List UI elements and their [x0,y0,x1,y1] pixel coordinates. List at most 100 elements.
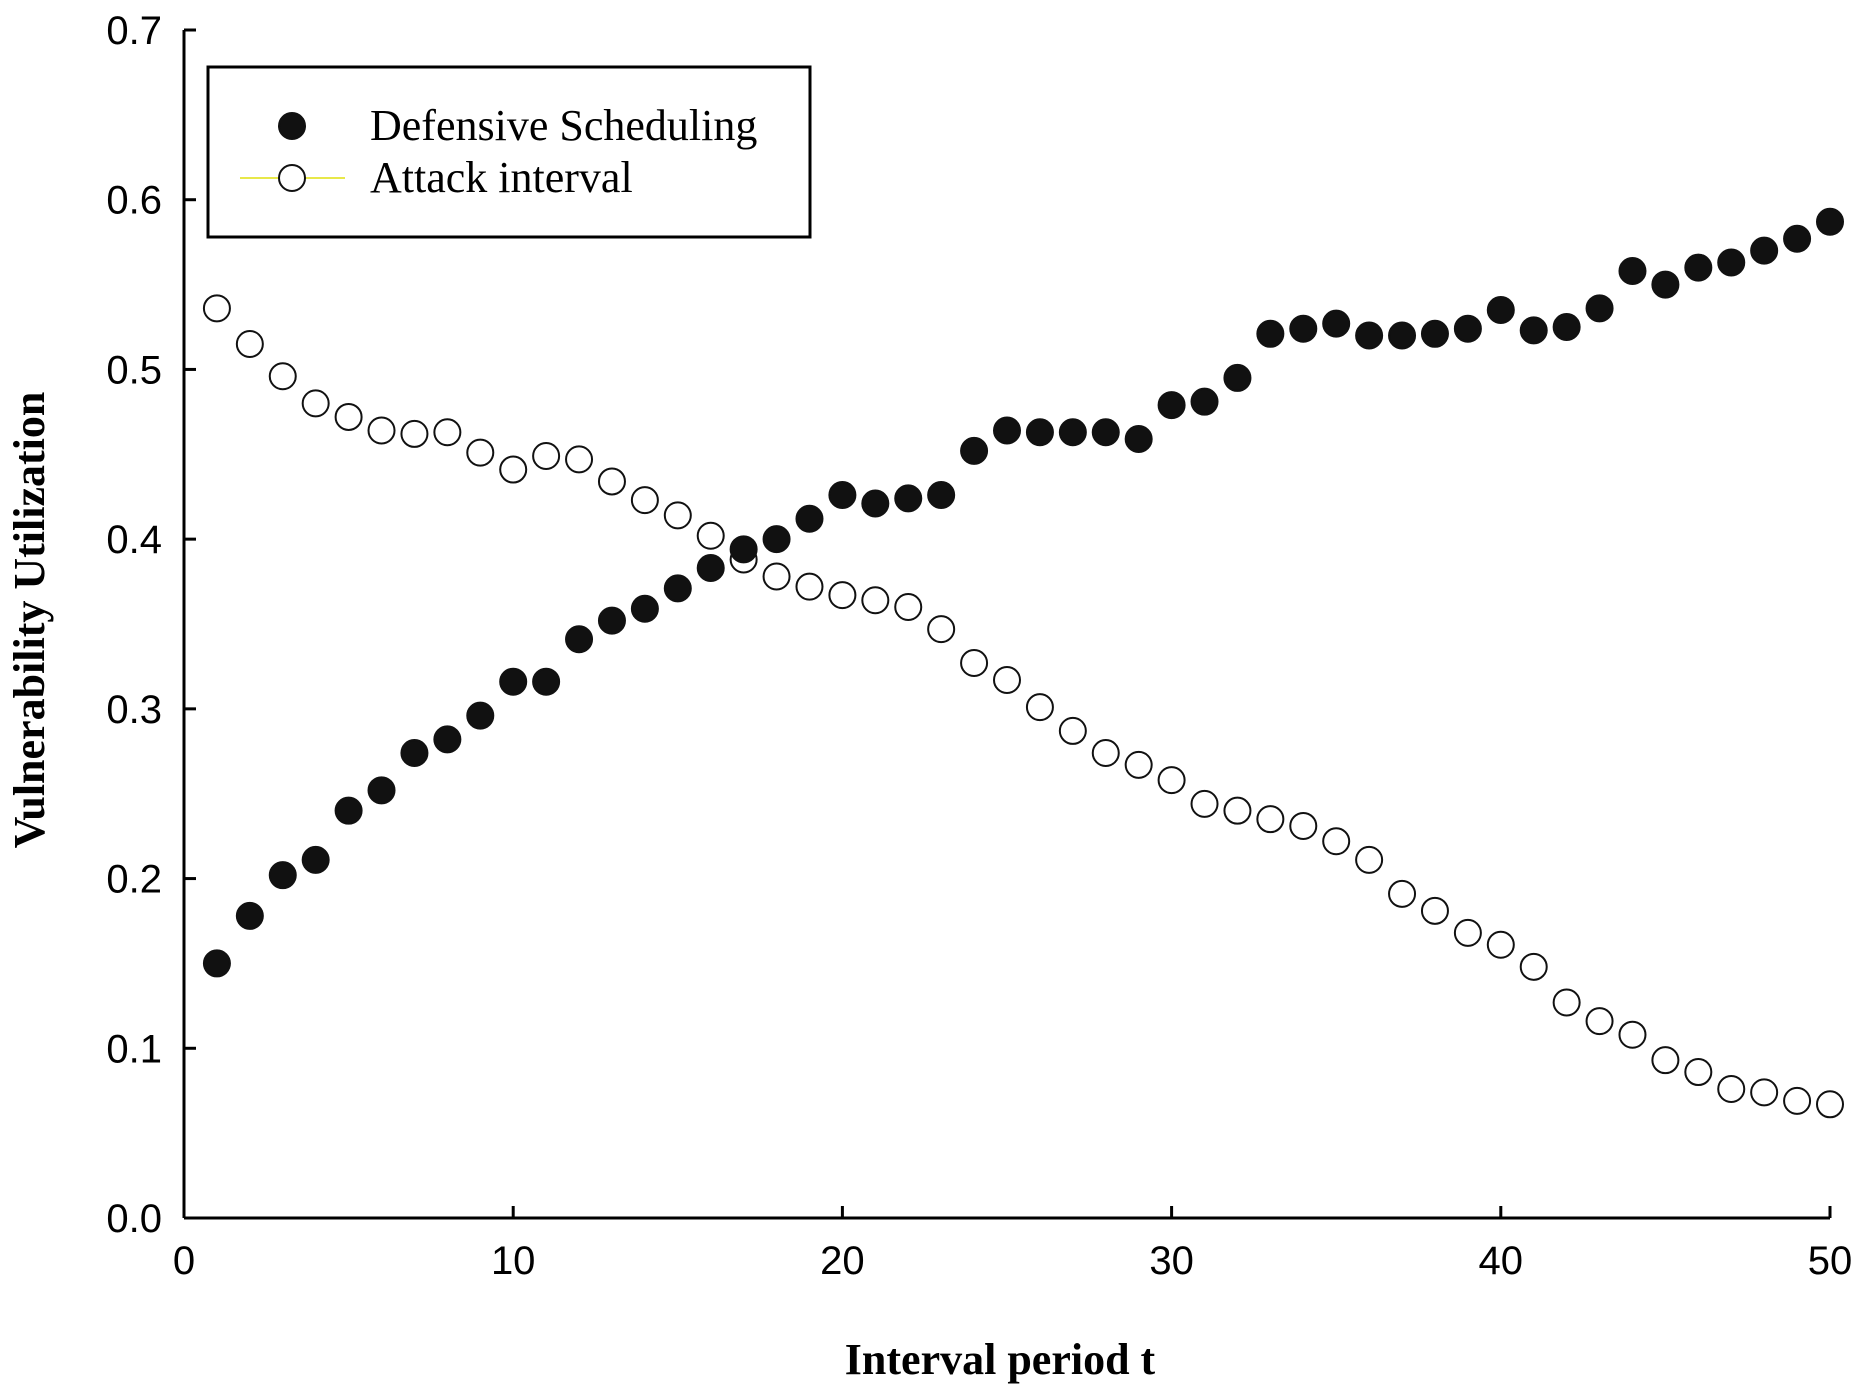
defensive-scheduling-point [301,845,330,874]
defensive-scheduling-point [1750,236,1779,265]
attack-interval-point [663,501,692,530]
attack-interval-point [1322,827,1351,856]
defensive-scheduling-point [400,738,429,767]
attack-interval-point [927,615,956,644]
defensive-scheduling-point [1420,319,1449,348]
x-tick-label: 30 [1149,1239,1194,1283]
defensive-scheduling-point [499,667,528,696]
legend-marker-defensive-scheduling [278,112,306,140]
defensive-scheduling-point [1190,387,1219,416]
attack-interval-point [301,389,330,418]
defensive-scheduling-point [795,504,824,533]
attack-interval-point [202,294,231,323]
attack-interval-point [1816,1090,1844,1119]
attack-interval-point [433,418,462,447]
x-tick-label: 10 [491,1239,536,1283]
attack-interval-point [861,586,890,615]
y-tick-label: 0.6 [106,179,162,223]
x-ticks: 0 10 20 30 40 50 [173,1206,1852,1283]
defensive-scheduling-point [927,481,956,510]
series-defensive-scheduling [202,207,1844,978]
defensive-scheduling-point [1355,321,1384,350]
defensive-scheduling-point [1388,321,1417,350]
attack-interval-point [1388,879,1417,908]
attack-interval-point [1025,693,1054,722]
x-tick-label: 40 [1479,1239,1524,1283]
attack-interval-point [268,362,297,391]
attack-interval-point [1355,845,1384,874]
y-tick-label: 0.2 [106,858,162,902]
legend-label-defensive-scheduling: Defensive Scheduling [370,101,757,150]
defensive-scheduling-point [1717,248,1746,277]
axes [182,30,1830,1220]
defensive-scheduling-point [1091,418,1120,447]
legend-box [206,65,812,239]
defensive-scheduling-point [202,949,231,978]
defensive-scheduling-point [1223,363,1252,392]
attack-interval-point [1223,796,1252,825]
defensive-scheduling-point [1058,418,1087,447]
attack-interval-point [1552,988,1581,1017]
defensive-scheduling-point [235,901,264,930]
attack-interval-point [1157,766,1186,795]
defensive-scheduling-point [1783,224,1812,253]
defensive-scheduling-point [828,481,857,510]
defensive-scheduling-point [861,489,890,518]
attack-interval-point [1519,952,1548,981]
x-tick-label: 50 [1808,1239,1853,1283]
y-tick-label: 0.4 [106,518,162,562]
y-tick-label: 0.7 [106,9,162,53]
y-axis-title: Vulnerability Utilization [5,392,54,849]
defensive-scheduling-point [1684,253,1713,282]
defensive-scheduling-point [1256,319,1285,348]
y-tick-label: 0.3 [106,688,162,732]
x-tick-label: 0 [173,1239,195,1283]
series-layer [202,207,1844,1119]
defensive-scheduling-point [762,525,791,554]
defensive-scheduling-point [433,725,462,754]
attack-interval-point [1190,789,1219,818]
defensive-scheduling-point [268,861,297,890]
attack-interval-point [334,402,363,431]
defensive-scheduling-point [565,625,594,654]
attack-interval-point [1717,1075,1746,1104]
legend: Defensive Scheduling Attack interval [206,65,812,239]
series-attack-interval [202,294,1844,1119]
defensive-scheduling-point [597,606,626,635]
defensive-scheduling-point [1519,316,1548,345]
x-axis-title: Interval period t [845,1335,1156,1384]
defensive-scheduling-point [1289,314,1318,343]
y-tick-label: 0.0 [106,1197,162,1241]
defensive-scheduling-point [1486,296,1515,325]
defensive-scheduling-point [960,436,989,465]
y-ticks: 0.0 0.1 0.2 0.3 0.4 0.5 0.6 0.7 [106,9,196,1241]
attack-interval-point [1684,1058,1713,1087]
attack-interval-point [894,593,923,622]
defensive-scheduling-point [532,667,561,696]
defensive-scheduling-point [1124,425,1153,454]
defensive-scheduling-point [993,416,1021,445]
defensive-scheduling-point [630,594,659,623]
defensive-scheduling-point [1585,294,1614,323]
y-tick-label: 0.1 [106,1027,162,1071]
attack-interval-point [466,438,495,467]
attack-interval-point [400,419,429,448]
attack-interval-point [1420,896,1449,925]
attack-interval-point [367,416,396,445]
defensive-scheduling-point [663,574,692,603]
attack-interval-point [630,486,659,515]
attack-interval-point [960,649,989,678]
defensive-scheduling-point [334,796,363,825]
attack-interval-point [532,441,561,470]
attack-interval-point [597,467,626,496]
defensive-scheduling-point [729,535,758,564]
attack-interval-point [235,329,264,358]
attack-interval-point [1618,1020,1647,1049]
attack-interval-point [1256,805,1285,834]
defensive-scheduling-point [1816,207,1844,236]
defensive-scheduling-point [894,484,923,513]
attack-interval-point [499,455,528,484]
attack-interval-point [1585,1007,1614,1036]
defensive-scheduling-point [696,553,725,582]
